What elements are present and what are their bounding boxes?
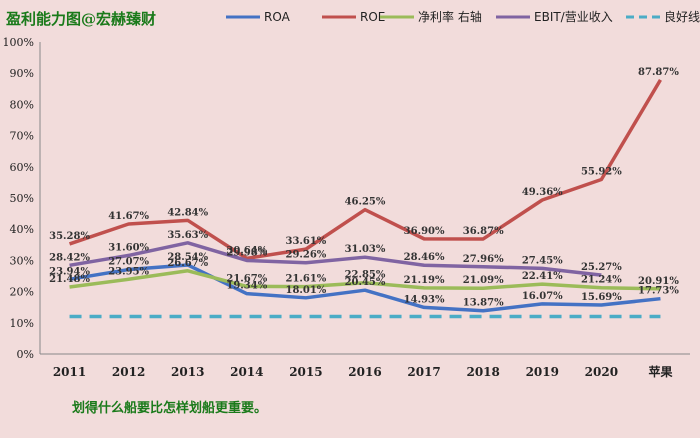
data-label: 28.54%: [167, 252, 208, 263]
x-axis: 2011 2012 2013 2014 2015 2016 2017 2018 2019 2020…: [53, 364, 673, 379]
chart-title: 盈利能力图@宏赫臻财: [5, 10, 156, 28]
y-tick-label: 20%: [10, 286, 34, 299]
data-label: 29.98%: [226, 247, 267, 258]
x-tick-label: 2019: [526, 365, 559, 379]
data-label: 18.01%: [285, 285, 326, 296]
x-tick-label: 2020: [585, 365, 618, 379]
data-label: 29.26%: [285, 250, 326, 261]
data-labels: 23.94% 27.07% 28.54% 19.34% 18.01% 20.45% 14.9…: [49, 67, 679, 309]
y-tick-label: 30%: [10, 254, 34, 267]
data-label: 27.96%: [463, 254, 504, 265]
data-label: 41.67%: [108, 211, 149, 222]
data-label: 35.28%: [49, 231, 90, 242]
y-tick-label: 80%: [10, 98, 34, 111]
data-label: 27.45%: [522, 255, 563, 266]
data-label: 21.67%: [226, 273, 267, 284]
data-label: 23.94%: [49, 266, 90, 277]
data-label: 21.61%: [285, 274, 326, 285]
data-label: 21.19%: [404, 275, 445, 286]
data-label: 16.07%: [522, 291, 563, 302]
y-tick-label: 70%: [10, 130, 34, 143]
y-axis: 0% 10% 20% 30% 40% 50% 60% 70% 80% 90% 100%: [3, 36, 34, 361]
data-label: 36.90%: [404, 226, 445, 237]
data-label: 31.03%: [345, 244, 386, 255]
series-lines: [68, 78, 662, 319]
y-tick-label: 60%: [10, 161, 34, 174]
data-label: 42.84%: [167, 207, 208, 218]
caption: 划得什么船要比怎样划船更重要。: [72, 400, 267, 416]
x-tick-label: 2015: [289, 365, 322, 379]
x-tick-label: 苹果: [648, 364, 672, 379]
y-tick-label: 90%: [10, 67, 34, 80]
y-tick-label: 0%: [17, 348, 34, 361]
series-line-0: [69, 263, 661, 313]
data-label: 35.63%: [167, 230, 208, 241]
data-label: 33.61%: [285, 236, 326, 247]
data-label: 21.48%: [49, 274, 90, 285]
data-label: 55.92%: [581, 167, 622, 178]
y-tick-label: 10%: [10, 317, 34, 330]
series-line-3: [69, 241, 602, 277]
x-tick-label: 2014: [230, 365, 263, 379]
y-tick-label: 100%: [3, 36, 34, 49]
x-tick-label: 2018: [466, 365, 499, 379]
series-line-2: [69, 269, 661, 291]
legend-entry: EBIT/营业收入: [534, 10, 613, 24]
data-label: 22.85%: [345, 270, 386, 281]
x-tick-label: 2011: [53, 365, 86, 379]
legend-entry: ROE: [360, 10, 385, 24]
data-label: 28.46%: [404, 252, 445, 263]
data-label: 22.41%: [522, 271, 563, 282]
data-label: 28.42%: [49, 252, 90, 263]
data-label: 27.07%: [108, 257, 149, 268]
data-label: 14.93%: [404, 294, 445, 305]
data-label: 87.87%: [638, 67, 679, 78]
data-label: 49.36%: [522, 187, 563, 198]
x-tick-label: 2017: [407, 365, 440, 379]
data-label: 23.95%: [108, 266, 149, 277]
data-label: 13.87%: [463, 298, 504, 309]
data-label: 30.64%: [226, 245, 267, 256]
y-tick-label: 40%: [10, 223, 34, 236]
y-tick-label: 50%: [10, 192, 34, 205]
data-label: 15.69%: [581, 292, 622, 303]
legend-entry: 良好线: [664, 9, 700, 24]
legend-entry: 净利率 右轴: [418, 9, 482, 24]
data-label: 20.45%: [345, 277, 386, 288]
legend-entry: ROA: [264, 10, 291, 24]
data-label: 46.25%: [345, 197, 386, 208]
x-tick-label: 2016: [348, 365, 381, 379]
data-label: 36.87%: [463, 226, 504, 237]
x-tick-label: 2013: [171, 365, 204, 379]
data-label: 31.60%: [108, 242, 149, 253]
data-label: 21.24%: [581, 275, 622, 286]
data-label: 19.34%: [226, 281, 267, 292]
data-label: 21.09%: [463, 275, 504, 286]
series-line-1: [68, 78, 662, 261]
data-label: 25.27%: [581, 262, 622, 273]
data-label: 26.67%: [167, 258, 208, 269]
x-tick-label: 2012: [112, 365, 145, 379]
data-label: 17.73%: [638, 286, 679, 297]
legend: ROA ROE 净利率 右轴 EBIT/营业收入 良好线: [226, 9, 700, 24]
data-label: 20.91%: [638, 276, 679, 287]
